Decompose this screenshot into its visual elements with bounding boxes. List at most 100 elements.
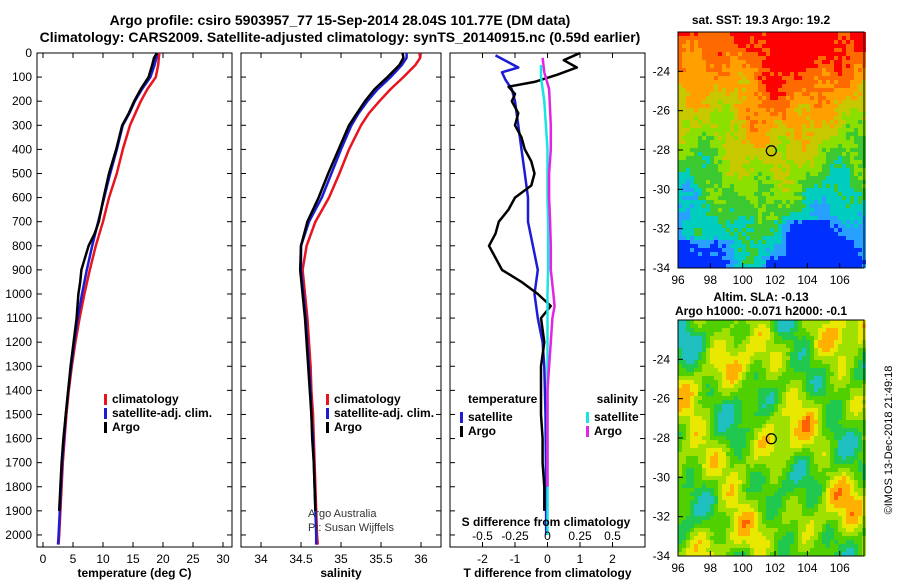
map-cell — [842, 368, 846, 372]
map-cell — [818, 392, 822, 396]
map-cell — [794, 72, 798, 76]
map-cell — [714, 324, 718, 328]
map-cell — [762, 236, 766, 240]
map-cell — [686, 240, 690, 244]
map-cell — [722, 372, 726, 376]
map-cell — [686, 428, 690, 432]
map-cell — [698, 328, 702, 332]
map-cell — [694, 384, 698, 388]
map-cell — [710, 448, 714, 452]
map-cell — [750, 192, 754, 196]
map-cell — [806, 84, 810, 88]
map-cell — [754, 160, 758, 164]
map-cell — [734, 444, 738, 448]
map-cell — [678, 324, 682, 328]
map-cell — [810, 196, 814, 200]
map-cell — [714, 388, 718, 392]
map-cell — [714, 460, 718, 464]
map-cell — [770, 72, 774, 76]
map-cell — [810, 128, 814, 132]
map-cell — [754, 40, 758, 44]
map-cell — [786, 376, 790, 380]
map-cell — [838, 212, 842, 216]
map-cell — [826, 236, 830, 240]
map-cell — [810, 48, 814, 52]
map-cell — [762, 240, 766, 244]
map-cell — [834, 148, 838, 152]
map-cell — [686, 128, 690, 132]
x-tick-label: 15 — [126, 552, 140, 566]
map-cell — [790, 192, 794, 196]
map-cell — [710, 216, 714, 220]
map-cell — [850, 356, 854, 360]
map-cell — [826, 204, 830, 208]
map-cell — [698, 440, 702, 444]
map-cell — [710, 436, 714, 440]
map-cell — [682, 408, 686, 412]
map-cell — [778, 76, 782, 80]
map-cell — [730, 144, 734, 148]
map-cell — [782, 144, 786, 148]
map-cell — [814, 384, 818, 388]
map-cell — [782, 108, 786, 112]
map-cell — [750, 112, 754, 116]
map-cell — [766, 176, 770, 180]
map-cell — [846, 320, 850, 324]
map-cell — [786, 120, 790, 124]
map-cell — [842, 388, 846, 392]
map-cell — [718, 144, 722, 148]
map-cell — [730, 176, 734, 180]
map-cell — [758, 172, 762, 176]
map-cell — [678, 76, 682, 80]
map-cell — [834, 212, 838, 216]
map-cell — [858, 236, 862, 240]
map-cell — [762, 364, 766, 368]
map-cell — [694, 236, 698, 240]
map-cell — [846, 376, 850, 380]
map-cell — [734, 408, 738, 412]
map-cell — [858, 120, 862, 124]
map-cell — [758, 364, 762, 368]
map-cell — [850, 196, 854, 200]
map-cell — [798, 68, 802, 72]
map-cell — [786, 76, 790, 80]
map-cell — [834, 204, 838, 208]
map-cell — [758, 480, 762, 484]
map-cell — [750, 352, 754, 356]
map-cell — [702, 456, 706, 460]
map-cell — [850, 204, 854, 208]
map-cell — [850, 436, 854, 440]
map-cell — [814, 84, 818, 88]
map-cell — [718, 224, 722, 228]
map-cell — [806, 144, 810, 148]
map-cell — [854, 80, 858, 84]
map-cell — [806, 80, 810, 84]
map-cell — [734, 436, 738, 440]
map-cell — [706, 208, 710, 212]
map-cell — [850, 124, 854, 128]
map-cell — [706, 328, 710, 332]
map-cell — [726, 56, 730, 60]
map-cell — [818, 340, 822, 344]
map-cell — [798, 128, 802, 132]
map-cell — [778, 196, 782, 200]
map-cell — [814, 320, 818, 324]
map-cell — [822, 152, 826, 156]
map-cell — [834, 384, 838, 388]
map-cell — [846, 96, 850, 100]
map-cell — [822, 44, 826, 48]
map-cell — [834, 184, 838, 188]
map-cell — [694, 180, 698, 184]
map-cell — [762, 60, 766, 64]
map-cell — [814, 444, 818, 448]
map-cell — [850, 468, 854, 472]
map-cell — [790, 412, 794, 416]
map-cell — [710, 424, 714, 428]
map-cell — [810, 392, 814, 396]
map-cell — [698, 476, 702, 480]
map-cell — [678, 432, 682, 436]
map-cell — [722, 152, 726, 156]
map-cell — [770, 176, 774, 180]
map-cell — [814, 176, 818, 180]
map-cell — [698, 464, 702, 468]
